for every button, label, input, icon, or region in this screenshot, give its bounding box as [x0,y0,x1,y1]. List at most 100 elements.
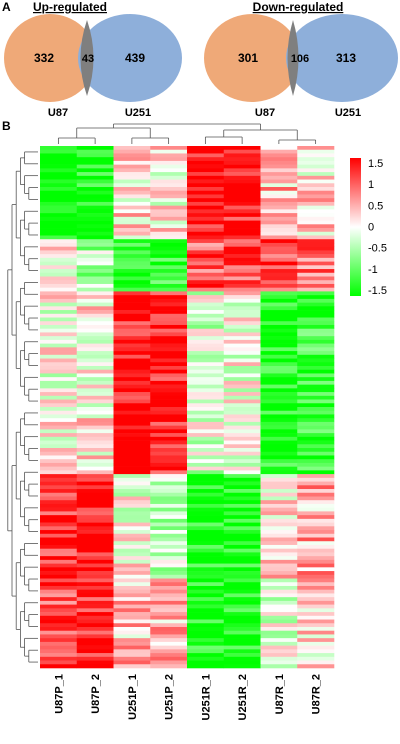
heatmap-cell [223,339,261,344]
heatmap-cell [187,369,225,374]
heatmap-cell [40,295,78,300]
heatmap-cell [297,310,335,315]
heatmap-cell [76,164,114,169]
heatmap-cell [76,407,114,412]
heatmap-cell [223,600,261,605]
heatmap-cell [187,190,225,195]
heatmap-cell [150,645,188,650]
heatmap-cell [113,265,151,270]
heatmap-cell [76,384,114,389]
heatmap-cell [40,440,78,445]
heatmap-cell [223,578,261,583]
heatmap-cell [223,626,261,632]
heatmap-cell [223,489,261,494]
heatmap-cell [76,522,114,527]
heatmap-cell [223,261,261,266]
heatmap-cell [113,433,151,438]
heatmap-cell [260,287,298,292]
heatmap-cell [297,302,335,307]
heatmap-cell [187,231,225,236]
heatmap-cell [260,496,298,501]
heatmap-cell [297,410,335,415]
heatmap-cell [260,343,298,348]
heatmap-cell [76,198,114,203]
heatmap-cell [297,556,335,561]
heatmap-cell [260,201,298,206]
heatmap-cell [40,220,78,225]
heatmap-cell [223,615,261,620]
heatmap-cell [113,604,151,609]
heatmap-cell [260,660,298,665]
heatmap-cell [297,574,335,579]
heatmap-cell [150,190,188,195]
heatmap-cell [150,231,188,236]
heatmap-cell [40,421,78,426]
heatmap-cell [113,313,151,318]
heatmap-cell [260,213,298,218]
color-scale-tick-label: -0.5 [368,243,387,255]
heatmap-cell [297,619,335,624]
heatmap-cell [150,544,188,549]
heatmap-cell [76,597,114,602]
heatmap-cell [223,157,261,162]
heatmap-cell [113,481,151,486]
heatmap-cell [76,526,114,531]
heatmap-cell [76,641,114,646]
heatmap-cell [223,399,261,404]
heatmap-cell [223,526,261,531]
heatmap-cell [223,149,261,154]
column-label: U251P_1 [127,674,139,720]
heatmap-cell [40,448,78,453]
heatmap-cell [150,414,188,419]
heatmap-cell [260,462,298,467]
heatmap-cell [150,351,188,356]
heatmap-cell [113,544,151,549]
heatmap-cell [260,653,298,658]
heatmap-cell [76,541,114,546]
heatmap-cell [187,235,225,240]
heatmap-cell [40,429,78,434]
heatmap-cell [297,254,335,259]
heatmap-cell [297,298,335,303]
heatmap-cell [297,220,335,225]
venn-down-regulated: Down-regulated 301 106 313 U87 U251 [204,0,398,119]
heatmap-cell [187,638,225,643]
heatmap-cell [113,600,151,605]
heatmap-cell [150,597,188,602]
heatmap-cell [187,239,225,244]
heatmap-cell [150,634,188,639]
heatmap-cell [150,306,188,311]
heatmap-cell [187,548,225,553]
heatmap-cell [150,407,188,412]
heatmap-cell [76,168,114,173]
heatmap-cell [113,343,151,348]
heatmap-cell [260,354,298,359]
heatmap-cell [260,231,298,236]
heatmap-cell [297,653,335,658]
heatmap-cell [40,362,78,367]
heatmap-cell [223,455,261,460]
heatmap-cell [223,235,261,240]
heatmap-cell [150,310,188,315]
heatmap-cell [297,485,335,490]
heatmap-cell [76,425,114,430]
heatmap-cell [40,485,78,490]
heatmap-cell [150,630,188,635]
heatmap-cell [223,474,261,479]
heatmap-cell [297,172,335,177]
heatmap-cell [150,339,188,344]
heatmap-cell [297,201,335,206]
heatmap-cell [150,623,188,628]
heatmap-cell [223,623,261,628]
heatmap-cell [260,261,298,266]
heatmap-cell [113,459,151,464]
heatmap-cell [260,589,298,594]
heatmap-cell [113,571,151,576]
heatmap-cell [76,623,114,628]
heatmap-cell [187,216,225,221]
heatmap-cell [297,507,335,512]
heatmap-cell [113,392,151,397]
heatmap-cell [223,649,261,654]
heatmap-cell [113,354,151,359]
heatmap-cell [260,515,298,520]
